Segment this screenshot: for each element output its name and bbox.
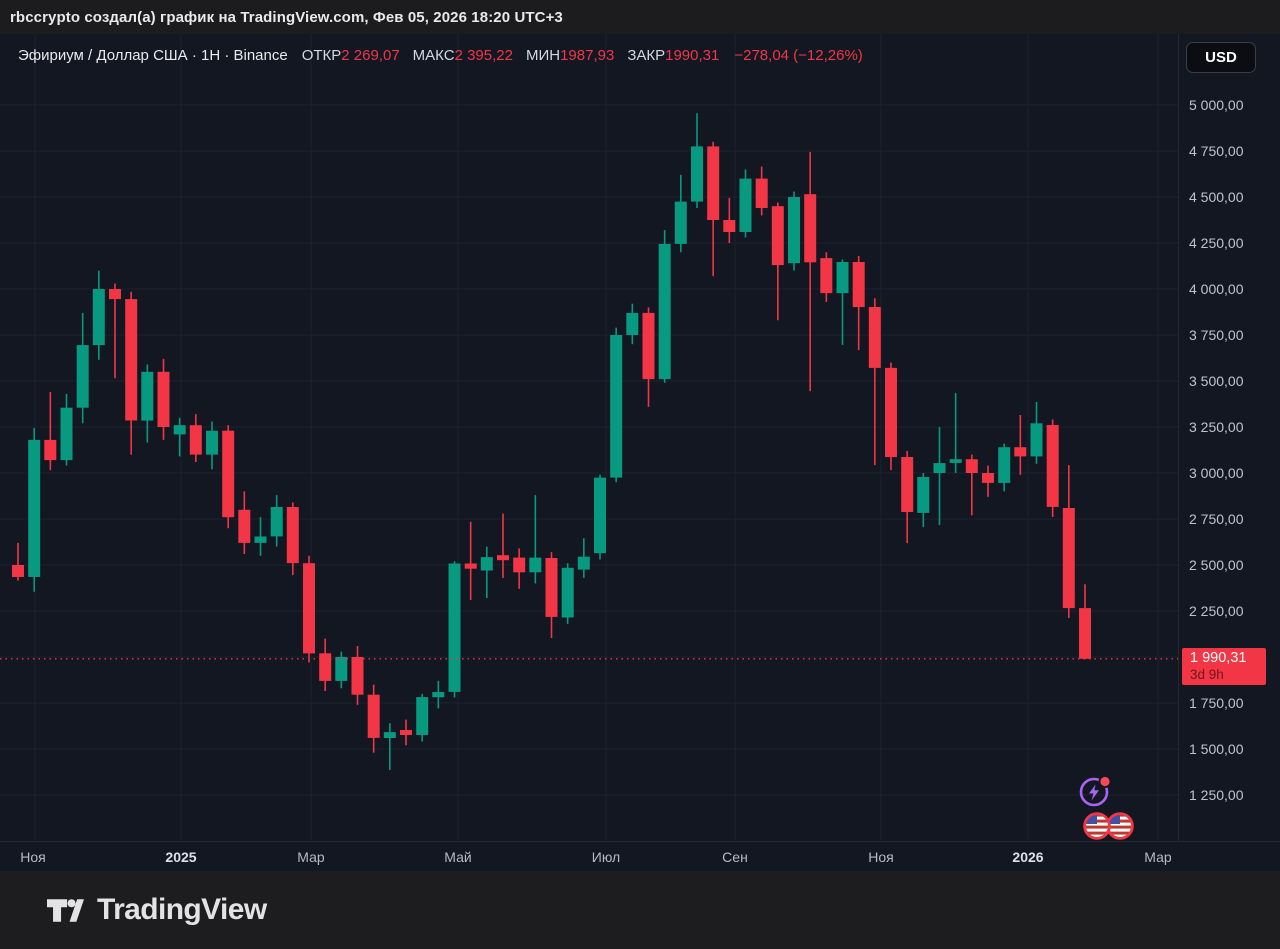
ohlc-value: 1987,93 bbox=[560, 46, 615, 64]
tradingview-logo-link[interactable]: TradingView bbox=[47, 893, 267, 927]
candlestick-plot[interactable] bbox=[0, 34, 1178, 841]
time-tick-label: Мар bbox=[1144, 849, 1172, 865]
price-tick-label: 3 250,00 bbox=[1189, 419, 1244, 435]
price-tick-label: 1 750,00 bbox=[1189, 695, 1244, 711]
ohlc-label: ЗАКР bbox=[627, 46, 666, 64]
price-tick-label: 4 250,00 bbox=[1189, 235, 1244, 251]
time-tick-label: Мар bbox=[297, 849, 325, 865]
tradingview-logo-icon bbox=[47, 898, 84, 922]
lightning-badge-icon bbox=[1079, 775, 1112, 807]
chart-area[interactable]: Эфириум / Доллар США · 1H · Binance ОТКР… bbox=[0, 34, 1280, 871]
time-tick-label: Июл bbox=[591, 849, 621, 865]
footer-bar: TradingView bbox=[0, 871, 1280, 949]
time-tick-label: Май bbox=[444, 849, 472, 865]
price-tick-label: 1 250,00 bbox=[1189, 787, 1244, 803]
last-price-value: 1 990,31 bbox=[1190, 649, 1247, 666]
price-axis[interactable]: 1 990,31 3d 9h 5 000,00 4 750,00 4 500,00 4… bbox=[1178, 34, 1280, 841]
price-tick-label: 3 000,00 bbox=[1189, 465, 1244, 481]
bar-countdown: 3d 9h bbox=[1190, 666, 1224, 682]
price-tick-label: 5 000,00 bbox=[1189, 97, 1244, 113]
ohlc-label: МИН bbox=[525, 46, 561, 64]
attribution-bar: rbccrypto создал(а) график на TradingVie… bbox=[0, 0, 1280, 34]
ohlc-label: МАКС bbox=[412, 46, 455, 64]
price-tick-label: 4 500,00 bbox=[1189, 189, 1244, 205]
ohlc-value: 1990,31 bbox=[665, 46, 720, 64]
time-tick-label: 2025 bbox=[165, 849, 197, 865]
time-tick-label: Ноя bbox=[20, 849, 46, 865]
attribution-text: rbccrypto создал(а) график на TradingVie… bbox=[10, 8, 563, 26]
symbol-title[interactable]: Эфириум / Доллар США · 1H · Binance bbox=[18, 46, 288, 64]
change-value: −278,04 (−12,26%) bbox=[734, 46, 863, 64]
time-tick-label: 2026 bbox=[1012, 849, 1044, 865]
time-tick-label: Сен bbox=[722, 849, 748, 865]
price-tick-label: 3 500,00 bbox=[1189, 373, 1244, 389]
ohlc-item: ОТКР 2 269,07 bbox=[302, 47, 400, 64]
price-tick-label: 4 000,00 bbox=[1189, 281, 1244, 297]
last-price-label: 1 990,31 3d 9h bbox=[1182, 647, 1266, 685]
pane-header: Эфириум / Доллар США · 1H · Binance ОТКР… bbox=[18, 43, 863, 67]
us-flags-icon bbox=[1083, 812, 1134, 840]
currency-toggle-button[interactable]: USD bbox=[1186, 42, 1256, 73]
price-tick-label: 2 250,00 bbox=[1189, 603, 1244, 619]
price-tick-label: 2 750,00 bbox=[1189, 511, 1244, 527]
ohlc-item: ЗАКР 1990,31 bbox=[627, 47, 719, 64]
price-tick-label: 4 750,00 bbox=[1189, 143, 1244, 159]
ohlc-readout: ОТКР 2 269,07 МАКС 2 395,22 МИН 1987,93 ЗАКР 19… bbox=[302, 47, 733, 64]
time-axis[interactable]: Ноя 2025 Мар Май Июл Сен Ноя 2026 Мар bbox=[0, 841, 1280, 871]
time-tick-label: Ноя bbox=[868, 849, 894, 865]
price-tick-label: 1 500,00 bbox=[1189, 741, 1244, 757]
ohlc-label: ОТКР bbox=[301, 46, 342, 64]
price-tick-label: 2 500,00 bbox=[1189, 557, 1244, 573]
price-tick-label: 3 750,00 bbox=[1189, 327, 1244, 343]
ohlc-value: 2 269,07 bbox=[341, 46, 400, 64]
ohlc-item: МАКС 2 395,22 bbox=[413, 47, 513, 64]
ohlc-item: МИН 1987,93 bbox=[526, 47, 614, 64]
ohlc-value: 2 395,22 bbox=[454, 46, 513, 64]
tradingview-wordmark: TradingView bbox=[97, 893, 267, 926]
